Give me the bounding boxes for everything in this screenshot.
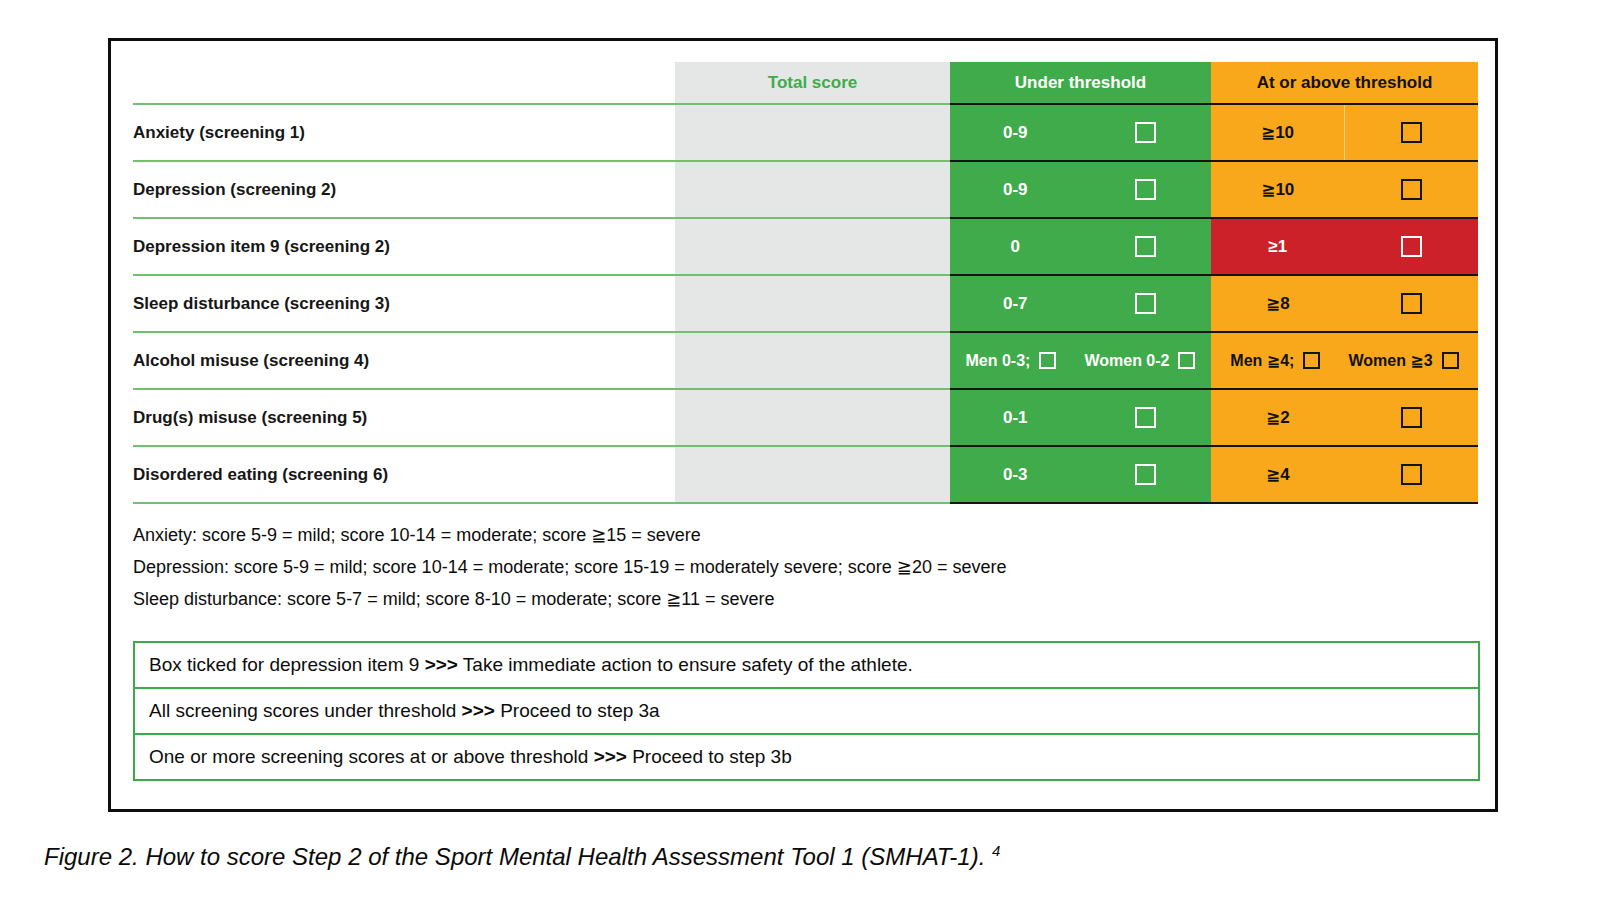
above-threshold-men-value: Men ≧4; (1230, 351, 1294, 370)
action-text: Box ticked for depression item 9 >>> Tak… (149, 654, 913, 676)
severity-notes: Anxiety: score 5-9 = mild; score 10-14 =… (133, 519, 1007, 615)
above-threshold-men-checkbox[interactable] (1303, 352, 1320, 369)
action-text: One or more screening scores at or above… (149, 746, 792, 768)
header-spacer (133, 62, 675, 105)
table-row: Sleep disturbance (screening 3) 0-7 ≧8 (133, 276, 1478, 333)
under-threshold-checkbox[interactable] (1135, 179, 1156, 200)
table-row: Drug(s) misuse (screening 5) 0-1 ≧2 (133, 390, 1478, 447)
above-threshold-checkbox[interactable] (1401, 236, 1422, 257)
caption-reference: 4 (992, 842, 1000, 859)
row-label: Sleep disturbance (screening 3) (133, 276, 675, 333)
under-threshold-cell: 0-9 (950, 162, 1211, 219)
row-label: Alcohol misuse (screening 4) (133, 333, 675, 390)
figure-box: Total score Under threshold At or above … (108, 38, 1498, 812)
above-threshold-checkbox[interactable] (1401, 464, 1422, 485)
note-sleep-disturbance: Sleep disturbance: score 5-7 = mild; sco… (133, 583, 1007, 615)
action-boxes: Box ticked for depression item 9 >>> Tak… (133, 641, 1480, 781)
table-row: Depression (screening 2) 0-9 ≧10 (133, 162, 1478, 219)
scoring-table: Total score Under threshold At or above … (133, 62, 1478, 504)
under-threshold-value: 0-9 (1003, 123, 1028, 143)
under-threshold-women-value: Women 0-2 (1084, 352, 1169, 370)
above-threshold-cell: Men ≧4; Women ≧3 (1211, 333, 1478, 390)
under-threshold-women-checkbox[interactable] (1178, 352, 1195, 369)
under-threshold-checkbox[interactable] (1135, 464, 1156, 485)
note-depression: Depression: score 5-9 = mild; score 10-1… (133, 551, 1007, 583)
under-threshold-men-checkbox[interactable] (1039, 352, 1056, 369)
table-row: Disordered eating (screening 6) 0-3 ≧4 (133, 447, 1478, 504)
action-text: All screening scores under threshold >>>… (149, 700, 660, 722)
above-threshold-checkbox[interactable] (1401, 122, 1422, 143)
above-threshold-checkbox[interactable] (1401, 407, 1422, 428)
under-threshold-cell: 0-3 (950, 447, 1211, 504)
above-threshold-cell: ≧10 (1211, 105, 1478, 162)
total-score-cell (675, 390, 950, 447)
total-score-cell (675, 105, 950, 162)
action-box-under-threshold: All screening scores under threshold >>>… (133, 687, 1480, 735)
col-header-at-or-above-threshold: At or above threshold (1211, 62, 1478, 105)
under-threshold-cell: 0-7 (950, 276, 1211, 333)
above-threshold-value: ≧4 (1266, 464, 1290, 485)
under-threshold-cell: 0 (950, 219, 1211, 276)
total-score-cell (675, 162, 950, 219)
above-threshold-alert-cell: ≥1 (1211, 219, 1478, 276)
table-row: Depression item 9 (screening 2) 0 ≥1 (133, 219, 1478, 276)
above-threshold-value: ≧10 (1261, 179, 1294, 200)
row-label: Depression item 9 (screening 2) (133, 219, 675, 276)
row-label: Drug(s) misuse (screening 5) (133, 390, 675, 447)
page: Total score Under threshold At or above … (0, 0, 1600, 923)
above-threshold-value: ≧2 (1266, 407, 1290, 428)
total-score-cell (675, 219, 950, 276)
table-header-row: Total score Under threshold At or above … (133, 62, 1478, 105)
figure-caption: Figure 2. How to score Step 2 of the Spo… (44, 842, 1000, 871)
under-threshold-checkbox[interactable] (1135, 236, 1156, 257)
note-anxiety: Anxiety: score 5-9 = mild; score 10-14 =… (133, 519, 1007, 551)
total-score-cell (675, 333, 950, 390)
above-threshold-checkbox[interactable] (1401, 293, 1422, 314)
row-label: Anxiety (screening 1) (133, 105, 675, 162)
under-threshold-cell: Men 0-3; Women 0-2 (950, 333, 1211, 390)
total-score-cell (675, 447, 950, 504)
row-label: Depression (screening 2) (133, 162, 675, 219)
under-threshold-value: 0-9 (1003, 180, 1028, 200)
under-threshold-checkbox[interactable] (1135, 122, 1156, 143)
under-threshold-value: 0-1 (1003, 408, 1028, 428)
col-header-total-score: Total score (675, 62, 950, 105)
action-box-depression-item9: Box ticked for depression item 9 >>> Tak… (133, 641, 1480, 689)
above-threshold-cell: ≧10 (1211, 162, 1478, 219)
arrows-glyph: >>> (462, 700, 495, 721)
row-label: Disordered eating (screening 6) (133, 447, 675, 504)
above-threshold-cell: ≧8 (1211, 276, 1478, 333)
total-score-cell (675, 276, 950, 333)
above-threshold-cell: ≧4 (1211, 447, 1478, 504)
under-threshold-value: 0-3 (1003, 465, 1028, 485)
under-threshold-value: 0-7 (1003, 294, 1028, 314)
under-threshold-men-value: Men 0-3; (966, 352, 1031, 370)
col-header-under-threshold: Under threshold (950, 62, 1211, 105)
table-row: Alcohol misuse (screening 4) Men 0-3; Wo… (133, 333, 1478, 390)
action-box-above-threshold: One or more screening scores at or above… (133, 733, 1480, 781)
under-threshold-checkbox[interactable] (1135, 407, 1156, 428)
under-threshold-cell: 0-1 (950, 390, 1211, 447)
above-threshold-checkbox[interactable] (1401, 179, 1422, 200)
table-row: Anxiety (screening 1) 0-9 ≧10 (133, 105, 1478, 162)
above-threshold-cell: ≧2 (1211, 390, 1478, 447)
arrows-glyph: >>> (425, 654, 458, 675)
arrows-glyph: >>> (594, 746, 627, 767)
above-threshold-value: ≧10 (1261, 122, 1294, 143)
under-threshold-value: 0 (1011, 237, 1020, 257)
above-threshold-value: ≧8 (1266, 293, 1290, 314)
above-threshold-value: ≥1 (1268, 237, 1287, 257)
above-threshold-women-checkbox[interactable] (1442, 352, 1459, 369)
under-threshold-checkbox[interactable] (1135, 293, 1156, 314)
above-threshold-women-value: Women ≧3 (1348, 351, 1432, 370)
caption-text: Figure 2. How to score Step 2 of the Spo… (44, 843, 992, 870)
under-threshold-cell: 0-9 (950, 105, 1211, 162)
